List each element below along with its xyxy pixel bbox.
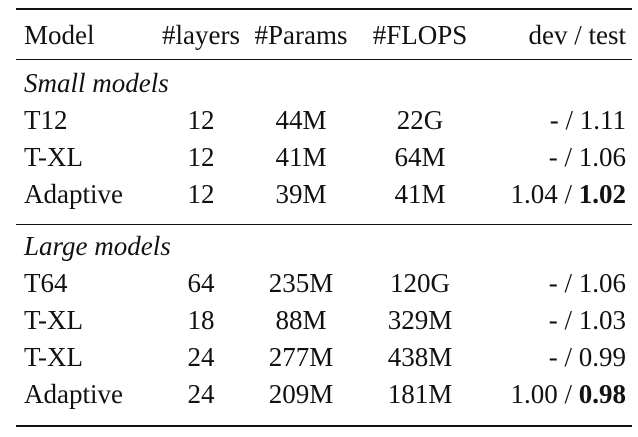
cell-layers: 24 xyxy=(187,379,215,409)
cell-flops: 41M xyxy=(394,179,446,209)
bottom-rule xyxy=(16,425,632,427)
cell-dev-test: 1.00 / 0.98 xyxy=(484,376,632,413)
cell-flops: 329M xyxy=(387,305,453,335)
test-value: 1.11 xyxy=(579,105,626,135)
cell-flops: 22G xyxy=(396,105,444,135)
cell-dev-test: 1.04 / 1.02 xyxy=(484,176,632,213)
cell-dev-test: - / 1.03 xyxy=(484,302,632,339)
dev-value: - / xyxy=(548,305,579,335)
test-value: 1.06 xyxy=(578,142,626,172)
cell-flops: 181M xyxy=(387,379,453,409)
section-label: Large models xyxy=(24,231,171,261)
test-value: 0.99 xyxy=(578,342,626,372)
cell-dev-test: - / 1.06 xyxy=(484,265,632,302)
cell-model: Adaptive xyxy=(24,379,123,409)
top-rule xyxy=(16,8,632,10)
section-rule xyxy=(16,224,632,225)
cell-layers: 12 xyxy=(187,179,215,209)
dev-value: - / xyxy=(549,105,580,135)
cell-dev-test: - / 1.06 xyxy=(484,139,632,176)
table-row: T-XL 12 41M 64M - / 1.06 xyxy=(16,139,632,176)
cell-params: 88M xyxy=(275,305,327,335)
cell-model: T-XL xyxy=(24,305,83,335)
cell-layers: 64 xyxy=(187,268,215,298)
section-row: Large models xyxy=(16,221,632,265)
test-value: 0.98 xyxy=(578,379,626,409)
cell-model: Adaptive xyxy=(24,179,123,209)
dev-value: 1.00 / xyxy=(510,379,579,409)
test-value: 1.02 xyxy=(578,179,626,209)
test-value: 1.03 xyxy=(578,305,626,335)
cell-params: 39M xyxy=(275,179,327,209)
dev-value: - / xyxy=(548,342,579,372)
cell-dev-test: - / 1.11 xyxy=(484,102,632,139)
cell-params: 44M xyxy=(275,105,327,135)
cell-params: 41M xyxy=(275,142,327,172)
table-row: T64 64 235M 120G - / 1.06 xyxy=(16,265,632,302)
results-table: Model #layers #Params #FLOPS dev / test … xyxy=(16,12,632,413)
cell-model: T-XL xyxy=(24,142,83,172)
table-row: T-XL 18 88M 329M - / 1.03 xyxy=(16,302,632,339)
cell-model: T64 xyxy=(24,268,68,298)
spacer-cell xyxy=(16,213,632,221)
table-body: Small models T12 12 44M 22G - / 1.11 T-XL 12 41M… xyxy=(16,58,632,413)
table-row: Adaptive 12 39M 41M 1.04 / 1.02 xyxy=(16,176,632,213)
header-flops: #FLOPS xyxy=(372,19,468,50)
cell-layers: 18 xyxy=(187,305,215,335)
section-label: Small models xyxy=(24,68,169,98)
cell-params: 209M xyxy=(268,379,334,409)
cell-flops: 64M xyxy=(394,142,446,172)
cell-flops: 438M xyxy=(387,342,453,372)
cell-params: 277M xyxy=(268,342,334,372)
section-row: Small models xyxy=(16,58,632,102)
header-model: Model xyxy=(24,19,95,50)
header-rule xyxy=(16,59,632,60)
header-dev-test: dev / test xyxy=(528,19,626,50)
section-spacer xyxy=(16,213,632,221)
cell-layers: 12 xyxy=(187,142,215,172)
dev-value: 1.04 / xyxy=(510,179,579,209)
table-row: T-XL 24 277M 438M - / 0.99 xyxy=(16,339,632,376)
dev-value: - / xyxy=(548,268,579,298)
table-row: T12 12 44M 22G - / 1.11 xyxy=(16,102,632,139)
cell-params: 235M xyxy=(268,268,334,298)
cell-layers: 24 xyxy=(187,342,215,372)
cell-dev-test: - / 0.99 xyxy=(484,339,632,376)
table-row: Adaptive 24 209M 181M 1.00 / 0.98 xyxy=(16,376,632,413)
header-params: #Params xyxy=(254,19,348,50)
dev-value: - / xyxy=(548,142,579,172)
header-row: Model #layers #Params #FLOPS dev / test xyxy=(16,12,632,58)
cell-layers: 12 xyxy=(187,105,215,135)
cell-flops: 120G xyxy=(390,268,450,298)
cell-model: T12 xyxy=(24,105,68,135)
cell-model: T-XL xyxy=(24,342,83,372)
header-layers: #layers xyxy=(162,19,240,50)
test-value: 1.06 xyxy=(578,268,626,298)
